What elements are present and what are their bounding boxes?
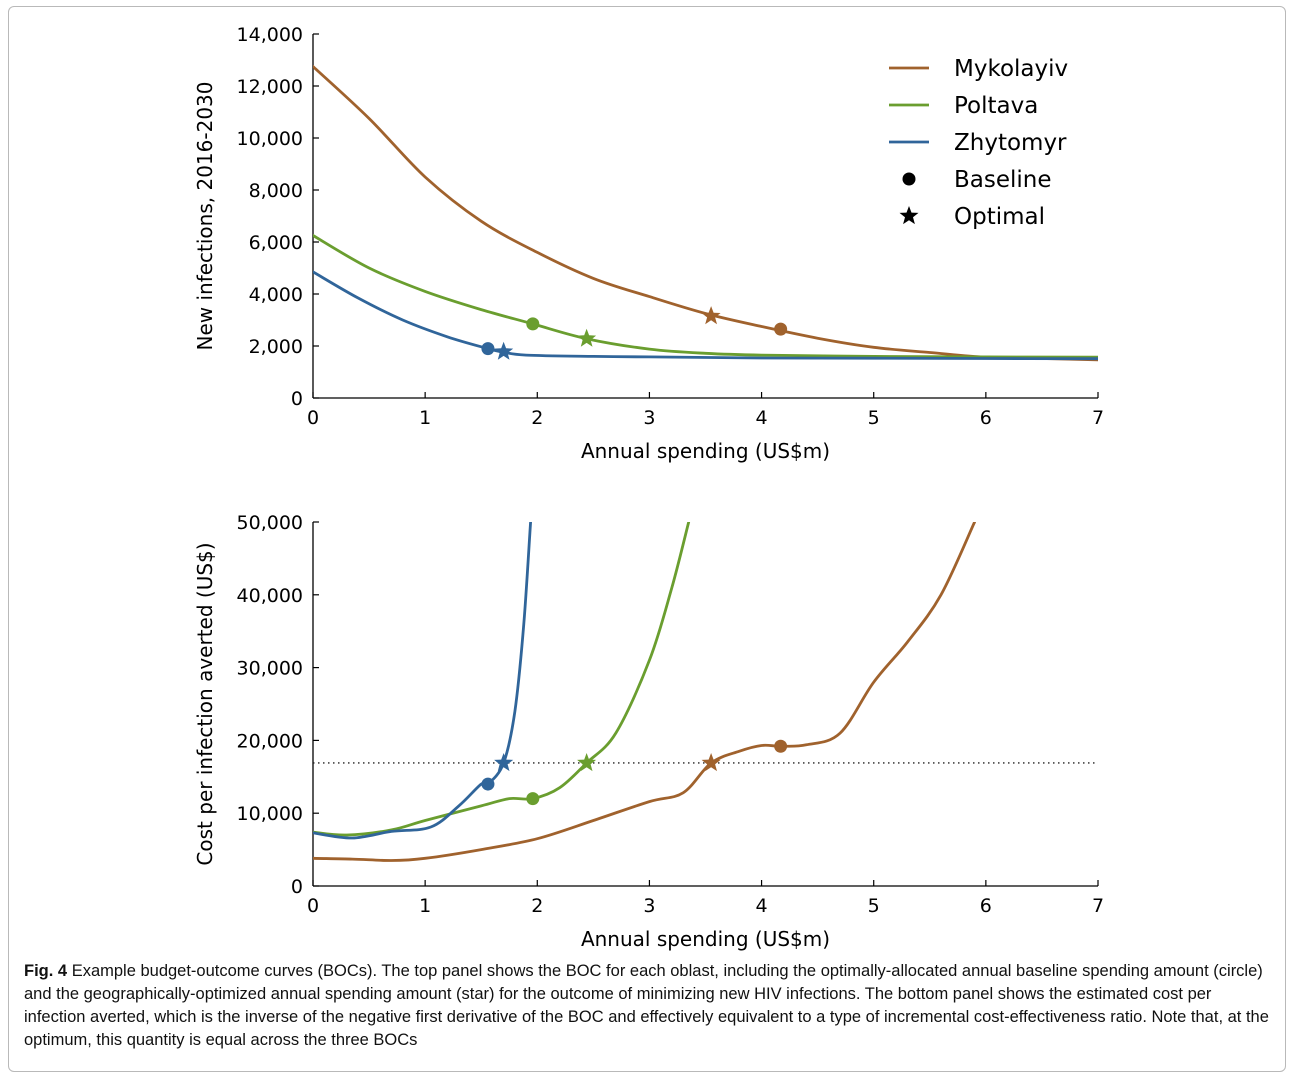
- top-x-tick-label: 5: [868, 407, 880, 429]
- caption-label: Fig. 4: [24, 962, 68, 980]
- bottom-y-tick-label: 30,000: [237, 658, 303, 680]
- top-y-tick-label: 4,000: [249, 284, 303, 306]
- top-x-tick-label: 0: [307, 407, 319, 429]
- top-baseline-marker-zhytomyr: [481, 342, 495, 356]
- bottom-x-tick-label: 3: [643, 895, 655, 917]
- bottom-x-tick-label: 6: [980, 895, 992, 917]
- bottom-baseline-marker-zhytomyr: [481, 777, 495, 791]
- caption-text: Example budget-outcome curves (BOCs). Th…: [24, 962, 1269, 1049]
- top-x-tick-label: 2: [531, 407, 543, 429]
- bottom-x-tick-label: 0: [307, 895, 319, 917]
- legend-label-zhytomyr: Zhytomyr: [954, 130, 1067, 156]
- top-y-tick-label: 8,000: [249, 180, 303, 202]
- bottom-series-group: [313, 522, 976, 862]
- bottom-x-tick-label: 1: [419, 895, 431, 917]
- top-y-axis-label: New infections, 2016-2030: [193, 81, 217, 350]
- top-y-tick-label: 0: [291, 388, 303, 410]
- chart-canvas: 0 1 2 3 4 5 6 7 0 2,000 4,000 6,000 8,000 10,000 12,00…: [193, 24, 1104, 951]
- figure-frame: [8, 6, 1286, 1072]
- legend-label-optimal: Optimal: [954, 204, 1045, 230]
- top-y-tick-label: 2,000: [249, 336, 303, 358]
- top-x-axis-label: Annual spending (US$m): [581, 439, 830, 463]
- bottom-optimal-marker-mykolayiv: [701, 753, 721, 772]
- legend-swatch-optimal: [899, 206, 919, 225]
- top-y-tick-label: 6,000: [249, 232, 303, 254]
- top-optimal-marker-poltava: [577, 328, 597, 347]
- bottom-optimal-marker-zhytomyr: [494, 753, 514, 772]
- bottom-series-line-zhytomyr: [313, 522, 532, 840]
- bottom-x-tick-label: 4: [756, 895, 768, 917]
- bottom-y-tick-label: 10,000: [237, 803, 303, 825]
- legend-label-mykolayiv: Mykolayiv: [954, 56, 1068, 82]
- bottom-baseline-marker-poltava: [526, 792, 540, 806]
- top-x-tick-label: 6: [980, 407, 992, 429]
- legend-label-poltava: Poltava: [954, 93, 1038, 119]
- legend-label-baseline: Baseline: [954, 167, 1052, 193]
- bottom-series-line-mykolayiv: [313, 522, 976, 862]
- top-y-tick-label: 14,000: [237, 24, 303, 46]
- top-y-tick-label: 12,000: [237, 76, 303, 98]
- top-x-tick-label: 4: [756, 407, 768, 429]
- bottom-y-tick-label: 0: [291, 876, 303, 898]
- figure-caption: Fig. 4 Example budget-outcome curves (BO…: [24, 960, 1269, 1052]
- bottom-x-axis-label: Annual spending (US$m): [581, 927, 830, 951]
- bottom-y-tick-label: 40,000: [237, 585, 303, 607]
- top-optimal-marker-mykolayiv: [701, 306, 721, 325]
- top-baseline-marker-mykolayiv: [774, 322, 788, 336]
- bottom-y-tick-label: 20,000: [237, 730, 303, 752]
- bottom-baseline-marker-mykolayiv: [774, 739, 788, 753]
- top-series-line-poltava: [313, 234, 1098, 359]
- top-series-line-zhytomyr: [313, 270, 1098, 361]
- bottom-x-tick-label: 5: [868, 895, 880, 917]
- top-y-tick-label: 10,000: [237, 128, 303, 150]
- top-series-group: [313, 65, 1098, 362]
- bottom-optimal-marker-poltava: [577, 753, 597, 772]
- top-x-tick-label: 1: [419, 407, 431, 429]
- top-panel-infections-chart: 0 1 2 3 4 5 6 7 0 2,000 4,000 6,000 8,000 10,000 12,00…: [193, 24, 1104, 463]
- top-baseline-marker-poltava: [526, 317, 540, 331]
- bottom-y-tick-label: 50,000: [237, 512, 303, 534]
- top-x-tick-label: 7: [1092, 407, 1104, 429]
- bottom-series-line-poltava: [313, 522, 691, 837]
- bottom-y-axis-label: Cost per infection averted (US$): [193, 542, 217, 865]
- top-legend: Mykolayiv Poltava Zhytomyr Baseline Optimal: [889, 56, 1068, 230]
- top-x-tick-label: 3: [643, 407, 655, 429]
- bottom-panel-cost-chart: 0 1 2 3 4 5 6 7 0 10,000 20,000 30,000 40,000 50,000 A…: [193, 512, 1104, 951]
- legend-swatch-baseline: [902, 172, 916, 186]
- bottom-x-tick-label: 7: [1092, 895, 1104, 917]
- bottom-x-tick-label: 2: [531, 895, 543, 917]
- top-optimal-marker-zhytomyr: [494, 341, 514, 360]
